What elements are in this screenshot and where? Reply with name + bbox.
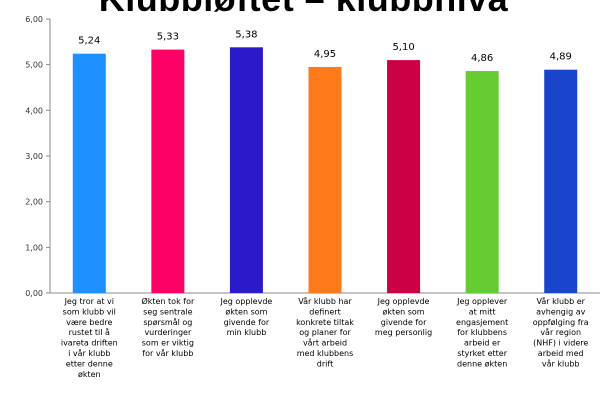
chart-bars [72, 47, 578, 294]
category-label: Jeg opplevde økten som givende for min klub… [220, 297, 273, 337]
category-label-line: for klubbens [457, 328, 507, 337]
category-label-line: vårt arbeid [303, 338, 347, 348]
category-label: Vår klubb har definert konkrete tiltak og p… [296, 296, 354, 368]
category-label-line: engasjement [456, 318, 508, 327]
bar [229, 47, 263, 294]
category-label-line: etter denne [66, 359, 113, 368]
data-label: 5,38 [235, 29, 257, 40]
category-label-line: vår region [540, 327, 581, 337]
y-tick-label: 5,00 [25, 61, 43, 70]
category-label-line: konkrete tiltak [296, 318, 354, 327]
category-label-line: som er viktig [142, 339, 194, 348]
category-label: Jeg tror at vi som klubb vil være bedre rus… [61, 297, 118, 379]
chart-labels: 5,24 Jeg tror at vi som klubb vil være bedr… [61, 29, 589, 378]
data-label: 4,95 [314, 49, 336, 60]
category-label-line: givende for [224, 318, 270, 327]
category-label-line: Jeg tror at vi [64, 297, 114, 306]
category-label-line: Jeg opplevde [377, 297, 430, 306]
category-label-line: (NHF) i videre [533, 339, 588, 348]
category-label-line: Jeg opplevde [220, 297, 273, 306]
category-label-line: definert [309, 307, 340, 316]
y-tick-label: 4,00 [25, 106, 43, 115]
data-label: 5,33 [157, 32, 179, 43]
category-label: Vår klubb er avhengig av oppfølging fra vår… [533, 296, 589, 368]
category-label: Jeg opplevde økten som givende for meg pers… [375, 297, 432, 337]
chart-title: Klubbløftet – klubbnivå [0, 0, 607, 20]
category-label-line: økten [78, 370, 101, 379]
category-label-line: vurderinger [144, 328, 192, 337]
category-label-line: drift [317, 359, 333, 368]
data-label: 4,89 [550, 52, 572, 63]
y-tick-label: 0,00 [25, 289, 43, 298]
bar [544, 69, 578, 293]
category-label-line: være bedre [66, 318, 112, 327]
category-label-line: Vår klubb har [298, 296, 352, 306]
category-label-line: Jeg opplever [456, 297, 508, 306]
category-label-line: ivareta driften [61, 339, 118, 348]
bar [308, 66, 342, 293]
y-tick-label: 6,00 [25, 15, 43, 24]
y-tick-label: 3,00 [25, 152, 43, 161]
bar [151, 49, 185, 294]
y-tick-label: 1,00 [25, 243, 43, 252]
category-label-line: givende for [381, 318, 427, 327]
category-label-line: Vår klubb er [537, 296, 586, 306]
category-label-line: økten som [383, 307, 425, 316]
category-label-line: i vår klubb [68, 348, 110, 358]
category-label-line: arbeid med [538, 349, 584, 358]
category-label-line: meg personlig [375, 328, 432, 337]
y-tick-label: 2,00 [25, 198, 43, 207]
category-label-line: rustet til å [69, 327, 110, 337]
category-label-line: avhengig av [536, 307, 586, 316]
category-label: Jeg opplever at mitt engasjement for klubbe… [456, 297, 508, 368]
category-label-line: som klubb vil [63, 307, 116, 316]
category-label-line: min klubb [227, 328, 267, 337]
category-label-line: spørsmål og [143, 317, 192, 327]
category-label-line: Økten tok for [141, 296, 195, 306]
category-label-line: for vår klubb [142, 348, 193, 358]
data-label: 4,86 [471, 53, 493, 64]
category-label-line: seg sentrale [143, 307, 192, 316]
category-label: Økten tok for seg sentrale spørsmål og vurd… [141, 296, 195, 358]
category-label-line: økten som [225, 307, 267, 316]
category-label-line: med klubbens [297, 349, 354, 358]
bar [465, 71, 499, 293]
data-label: 5,10 [392, 42, 414, 53]
category-label-line: denne økten [457, 359, 507, 368]
bar [72, 53, 106, 293]
bar [387, 60, 421, 293]
category-label-line: og planer for [299, 328, 351, 337]
category-label-line: vår klubb [542, 358, 580, 368]
category-label-line: arbeid er [464, 339, 501, 348]
data-label: 5,24 [78, 36, 100, 47]
category-label-line: oppfølging fra [533, 318, 589, 327]
category-label-line: at mitt [469, 307, 496, 316]
category-label-line: styrket etter [457, 349, 507, 358]
